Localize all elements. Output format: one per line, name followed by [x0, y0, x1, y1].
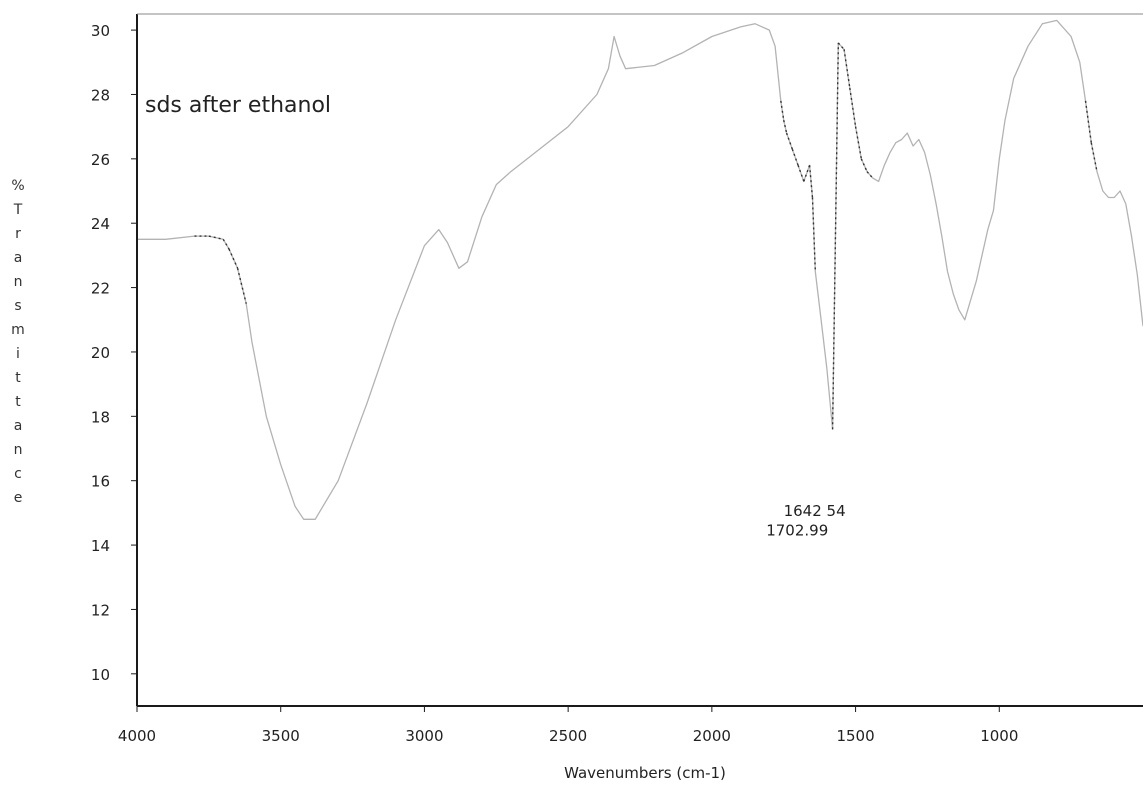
y-tick-label: 12: [91, 601, 110, 619]
y-tick-label: 24: [91, 215, 110, 233]
spectrum-noise-segment: [780, 100, 785, 121]
x-tick-label: 2500: [549, 727, 587, 745]
y-axis-label-char: a: [14, 250, 23, 266]
x-tick-label: 1500: [836, 727, 874, 745]
spectrum-noise-segment: [222, 238, 230, 250]
x-tick-label: 1000: [980, 727, 1018, 745]
y-axis-label-char: c: [14, 466, 22, 482]
y-axis-label-char: n: [14, 274, 23, 290]
y-axis-label-char: e: [14, 490, 23, 506]
spectrum-noise-segment: [783, 120, 788, 134]
spectrum-noise-segment: [831, 42, 840, 430]
spectrum-noise-segment: [228, 248, 239, 269]
y-axis-label-char: T: [13, 202, 23, 218]
y-tick-label: 10: [91, 666, 110, 684]
y-tick-label: 14: [91, 537, 110, 555]
x-tick-label: 2000: [693, 727, 731, 745]
spectrum-line: [137, 19, 1143, 520]
y-axis-label-char: n: [14, 442, 23, 458]
x-tick-label: 3500: [262, 727, 300, 745]
peak-label: 1702.99: [766, 521, 828, 539]
chart-title: sds after ethanol: [145, 93, 331, 118]
y-axis-label-char: i: [16, 346, 20, 362]
y-tick-label: 18: [91, 408, 110, 426]
y-tick-label: 16: [91, 473, 110, 491]
spectrum-noise-segment: [808, 165, 814, 198]
y-tick-label: 22: [91, 280, 110, 298]
spectrum-noise-segment: [837, 42, 845, 50]
y-axis-label-char: %: [11, 178, 24, 194]
y-axis-label-char: a: [14, 418, 23, 434]
y-tick-labels: 10 12 14 16 18 20 22 24 26 28 30: [91, 22, 137, 684]
x-axis-label: Wavenumbers (cm-1): [564, 764, 726, 782]
spectrum-noise-segment: [849, 87, 857, 127]
y-tick-label: 28: [91, 86, 110, 104]
y-tick-label: 30: [91, 22, 110, 40]
axes-layer: [136, 13, 1143, 707]
x-tick-labels: 4000 3500 3000 2500 2000 1500 1000: [118, 706, 1018, 745]
spectrum-noise-segment: [866, 171, 874, 179]
peak-label: 1642 54: [784, 502, 846, 520]
x-tick-label: 3000: [405, 727, 443, 745]
y-axis-label-char: r: [15, 226, 21, 242]
spectrum-noise-segment: [854, 126, 863, 159]
spectrum-noise-segment: [843, 49, 851, 89]
spectrum-noise-segment: [811, 197, 817, 272]
y-tick-label: 26: [91, 151, 110, 169]
spectrum-noise-segment: [860, 158, 868, 172]
spectrum-noise-segment: [1084, 100, 1092, 143]
y-axis-label-char: m: [11, 322, 25, 338]
x-tick-label: 4000: [118, 727, 156, 745]
y-tick-label: 20: [91, 344, 110, 362]
y-axis-label-char: t: [15, 370, 21, 386]
y-axis-label-char: s: [14, 298, 21, 314]
y-axis-label-char: t: [15, 394, 21, 410]
spectrum-noise-segment: [236, 268, 247, 304]
spectrum-series-layer: [137, 19, 1143, 520]
